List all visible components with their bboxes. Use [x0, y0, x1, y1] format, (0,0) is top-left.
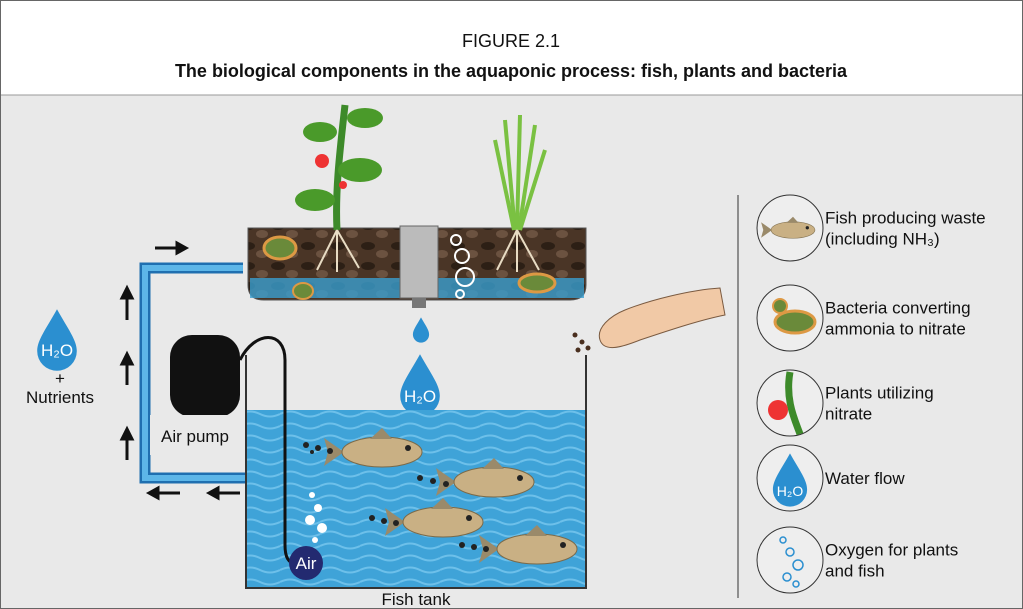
- legend-text: and fish: [825, 562, 885, 581]
- figure-number: FIGURE 2.1: [462, 31, 560, 51]
- nutrients-label: Nutrients: [26, 388, 94, 407]
- legend-text: ammonia to nitrate: [825, 320, 966, 339]
- tank-label: Fish tank: [382, 590, 451, 609]
- siphon: [400, 226, 438, 298]
- legend-text: Water flow: [825, 469, 905, 488]
- figure-title: The biological components in the aquapon…: [175, 61, 848, 81]
- air-pump-label: Air pump: [161, 427, 229, 446]
- inflow-label: H₂O: [41, 341, 73, 360]
- figure: FIGURE 2.1 The biological components in …: [0, 0, 1023, 609]
- legend-text: nitrate: [825, 405, 872, 424]
- air-label: Air: [296, 554, 317, 573]
- legend-drop-label: H₂O: [777, 483, 804, 499]
- plus: +: [55, 369, 65, 388]
- legend-text: Bacteria converting: [825, 299, 971, 318]
- tank-drop-label: H₂O: [404, 387, 436, 406]
- legend-text: Fish producing waste: [825, 209, 986, 228]
- legend-text: Oxygen for plants: [825, 541, 958, 560]
- legend-text: Plants utilizing: [825, 384, 934, 403]
- legend-text: (including NH₃): [825, 230, 940, 249]
- air-pump: [170, 335, 240, 417]
